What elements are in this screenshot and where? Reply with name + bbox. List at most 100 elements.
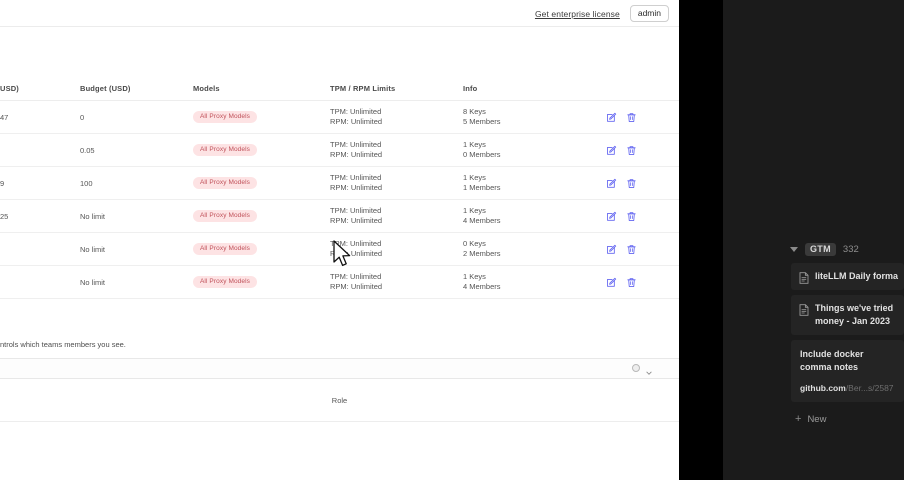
keys-count: 0 Keys bbox=[463, 239, 486, 249]
cell-info: 1 Keys 4 Members bbox=[463, 206, 563, 225]
edit-icon[interactable] bbox=[606, 244, 617, 255]
dark-panel-group: GTM 332 liteLLM Daily forma Things we've … bbox=[723, 240, 904, 425]
chevron-down-icon[interactable] bbox=[645, 364, 653, 375]
members-count: 4 Members bbox=[463, 282, 501, 291]
column-header-role: Role bbox=[331, 395, 348, 405]
rpm-value: RPM: Unlimited bbox=[330, 249, 383, 258]
list-item-note[interactable]: Include docker comma notes github.com/Ber… bbox=[791, 340, 904, 403]
cell-models: All Proxy Models bbox=[193, 110, 330, 124]
keys-count: 1 Keys bbox=[463, 140, 486, 150]
tpm-value: TPM: Unlimited bbox=[330, 140, 382, 150]
members-filter-row[interactable] bbox=[0, 358, 679, 379]
table-row[interactable]: 0.05 All Proxy Models TPM: Unlimited RPM: U… bbox=[0, 134, 679, 167]
cell-tpm-rpm-limits: TPM: Unlimited RPM: Unlimited bbox=[330, 239, 463, 258]
litellm-app-window: Get enterprise license admin USD) Budget… bbox=[0, 0, 679, 422]
admin-user-button[interactable]: admin bbox=[629, 5, 669, 22]
cell-models: All Proxy Models bbox=[193, 143, 330, 157]
top-bar: Get enterprise license admin bbox=[0, 0, 679, 27]
members-count: 0 Members bbox=[463, 150, 501, 159]
rpm-value: RPM: Unlimited bbox=[330, 117, 383, 126]
tpm-value: TPM: Unlimited bbox=[330, 107, 382, 117]
edit-icon[interactable] bbox=[606, 277, 617, 288]
members-count: 2 Members bbox=[463, 249, 501, 258]
get-enterprise-license-link[interactable]: Get enterprise license bbox=[534, 8, 620, 19]
cell-actions bbox=[563, 178, 679, 189]
group-tag-badge[interactable]: GTM bbox=[805, 242, 836, 256]
members-table-header-row: Role bbox=[0, 379, 679, 422]
tpm-value: TPM: Unlimited bbox=[330, 206, 382, 216]
cell-info: 8 Keys 5 Members bbox=[463, 107, 563, 126]
cell-budget: 100 bbox=[80, 178, 93, 188]
cell-budget: 0 bbox=[80, 112, 85, 122]
delete-icon[interactable] bbox=[626, 112, 637, 123]
cell-tpm-rpm-limits: TPM: Unlimited RPM: Unlimited bbox=[330, 140, 463, 159]
edit-icon[interactable] bbox=[606, 211, 617, 222]
column-header-models: Models bbox=[193, 84, 220, 93]
note-url[interactable]: github.com/Ber...s/2587 bbox=[800, 383, 895, 393]
edit-icon[interactable] bbox=[606, 145, 617, 156]
table-row[interactable]: No limit All Proxy Models TPM: Unlimited RP… bbox=[0, 266, 679, 299]
plus-icon: + bbox=[795, 413, 802, 426]
table-row[interactable]: 47 0 All Proxy Models TPM: Unlimited RPM: Un… bbox=[0, 101, 679, 134]
document-icon bbox=[799, 303, 809, 316]
new-item-button[interactable]: + New bbox=[723, 413, 904, 426]
cell-info: 1 Keys 1 Members bbox=[463, 173, 563, 192]
cell-models: All Proxy Models bbox=[193, 176, 330, 190]
keys-count: 1 Keys bbox=[463, 206, 486, 216]
note-url-path: /Ber...s/2587 bbox=[845, 383, 894, 394]
keys-count: 8 Keys bbox=[463, 107, 486, 117]
models-badge: All Proxy Models bbox=[193, 209, 258, 223]
models-badge: All Proxy Models bbox=[193, 176, 258, 190]
members-count: 5 Members bbox=[463, 117, 501, 126]
column-header-info: Info bbox=[463, 84, 478, 93]
models-badge: All Proxy Models bbox=[193, 242, 258, 256]
new-item-label: New bbox=[807, 414, 827, 426]
cell-spend: 25 bbox=[0, 211, 9, 221]
models-badge: All Proxy Models bbox=[193, 275, 258, 289]
table-row[interactable]: No limit All Proxy Models TPM: Unlimited RP… bbox=[0, 233, 679, 266]
teams-table-header-row: USD) Budget (USD) Models TPM / RPM Limit… bbox=[0, 77, 679, 101]
cell-actions bbox=[563, 145, 679, 156]
gear-icon[interactable] bbox=[632, 364, 640, 372]
delete-icon[interactable] bbox=[626, 277, 637, 288]
cell-tpm-rpm-limits: TPM: Unlimited RPM: Unlimited bbox=[330, 107, 463, 126]
delete-icon[interactable] bbox=[626, 178, 637, 189]
delete-icon[interactable] bbox=[626, 244, 637, 255]
table-row[interactable]: 9 100 All Proxy Models TPM: Unlimited RPM: U… bbox=[0, 167, 679, 200]
dark-panel-group-header[interactable]: GTM 332 bbox=[723, 240, 904, 258]
note-url-domain: github.com bbox=[800, 383, 846, 394]
cell-info: 1 Keys 4 Members bbox=[463, 272, 563, 291]
tpm-value: TPM: Unlimited bbox=[330, 173, 382, 183]
rpm-value: RPM: Unlimited bbox=[330, 150, 383, 159]
document-title: liteLLM Daily forma bbox=[815, 271, 899, 281]
cell-actions bbox=[563, 211, 679, 222]
caret-down-icon[interactable] bbox=[790, 246, 798, 252]
keys-count: 1 Keys bbox=[463, 272, 486, 282]
edit-icon[interactable] bbox=[606, 178, 617, 189]
tpm-value: TPM: Unlimited bbox=[330, 239, 382, 249]
keys-count: 1 Keys bbox=[463, 173, 486, 183]
cell-info: 1 Keys 0 Members bbox=[463, 140, 563, 159]
models-badge: All Proxy Models bbox=[193, 143, 258, 157]
table-row[interactable]: 25 No limit All Proxy Models TPM: Unlimited… bbox=[0, 200, 679, 233]
cell-actions bbox=[563, 277, 679, 288]
cell-tpm-rpm-limits: TPM: Unlimited RPM: Unlimited bbox=[330, 206, 463, 225]
black-gap-strip bbox=[679, 0, 723, 480]
note-title: Include docker comma notes bbox=[800, 349, 864, 373]
dark-panel-item-list: liteLLM Daily forma Things we've tried mo… bbox=[723, 263, 904, 403]
team-members-section: ntrols which teams members you see. Role bbox=[0, 340, 679, 422]
delete-icon[interactable] bbox=[626, 211, 637, 222]
top-bar-divider bbox=[0, 26, 679, 27]
cell-models: All Proxy Models bbox=[193, 275, 330, 289]
edit-icon[interactable] bbox=[606, 112, 617, 123]
rpm-value: RPM: Unlimited bbox=[330, 282, 383, 291]
cell-budget: No limit bbox=[80, 277, 106, 287]
list-item-document[interactable]: liteLLM Daily forma bbox=[791, 263, 904, 291]
members-filter-controls bbox=[632, 364, 653, 375]
delete-icon[interactable] bbox=[626, 145, 637, 156]
cell-tpm-rpm-limits: TPM: Unlimited RPM: Unlimited bbox=[330, 272, 463, 291]
dark-side-panel: GTM 332 liteLLM Daily forma Things we've … bbox=[723, 0, 904, 480]
column-header-budget: Budget (USD) bbox=[80, 84, 131, 93]
list-item-document[interactable]: Things we've tried money - Jan 2023 bbox=[791, 295, 904, 336]
members-count: 4 Members bbox=[463, 216, 501, 225]
